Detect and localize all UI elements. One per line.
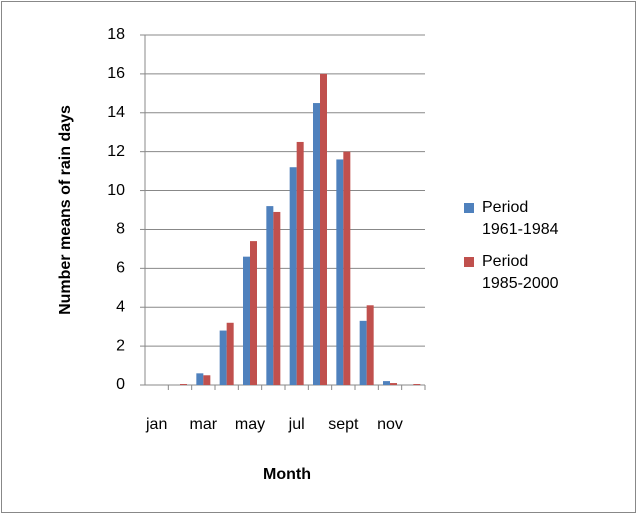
y-tick-label: 8 — [116, 221, 125, 238]
bar — [250, 241, 257, 385]
bar — [383, 381, 390, 385]
bar — [273, 211, 281, 385]
y-tick-label: 16 — [107, 65, 125, 82]
legend-label: Period 1985-2000 — [482, 253, 559, 292]
y-tick-label: 10 — [107, 182, 125, 199]
legend-swatch — [464, 257, 474, 267]
bar — [243, 256, 250, 385]
legend-item: Period 1961-1984 — [460, 197, 570, 241]
x-tick-label: may — [235, 416, 265, 433]
x-tick-label: sept — [328, 416, 359, 433]
bar — [413, 384, 421, 385]
bar — [266, 206, 274, 385]
x-tick-label: jul — [288, 416, 305, 433]
bar — [289, 167, 297, 385]
bar — [320, 73, 327, 385]
x-tick-label: nov — [377, 416, 403, 433]
legend: Period 1961-1984 Period 1985-2000 — [460, 197, 570, 305]
y-tick-label: 6 — [116, 260, 125, 277]
bar — [366, 305, 374, 385]
legend-item: Period 1985-2000 — [460, 251, 570, 295]
y-tick-label: 0 — [116, 376, 125, 393]
x-tick-label: jan — [145, 416, 167, 433]
y-tick-label: 14 — [107, 104, 125, 121]
bar — [203, 375, 211, 385]
y-tick-label: 2 — [116, 337, 125, 354]
bar — [196, 373, 204, 385]
y-tick-label: 12 — [107, 143, 125, 160]
bar — [296, 141, 304, 385]
bar — [390, 383, 397, 385]
y-axis-title: Number means of rain days — [57, 105, 74, 315]
bar — [336, 159, 344, 385]
y-tick-label: 4 — [116, 298, 125, 315]
x-axis-title: Month — [263, 466, 311, 483]
x-tick-label: mar — [190, 416, 218, 433]
bar — [226, 322, 234, 385]
bar — [359, 320, 367, 385]
bar — [219, 330, 227, 385]
legend-label: Period 1961-1984 — [482, 199, 559, 238]
bar — [180, 384, 187, 385]
bar — [313, 103, 320, 386]
y-tick-label: 18 — [107, 26, 125, 43]
bar — [343, 151, 351, 385]
legend-swatch — [464, 203, 474, 213]
